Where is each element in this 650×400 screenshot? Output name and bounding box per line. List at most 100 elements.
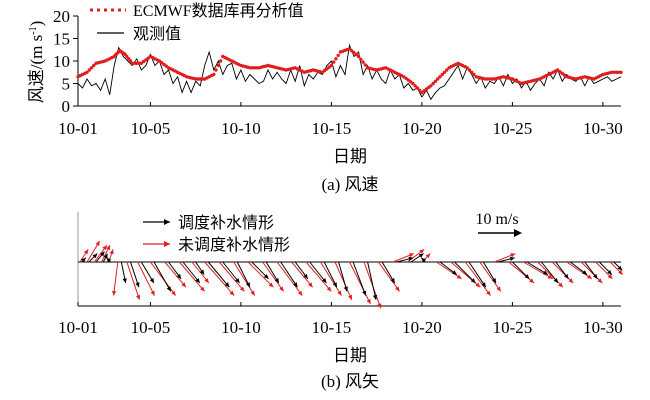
vector-no-dispatch-shaft [479,261,502,292]
vector-dispatch-head [418,253,424,258]
vector-dispatch-head [176,273,182,279]
vector-no-dispatch-head [171,290,176,296]
series-ecmwf-point [352,51,356,55]
panel-b-x-tick-label: 10-30 [583,318,623,337]
vector-dispatch-head [106,257,112,263]
series-ecmwf-point [89,66,94,70]
vector-dispatch-shaft [468,261,487,288]
vector-dispatch-head [274,278,279,283]
series-ecmwf-point [332,60,336,64]
panel-a-y-tick-label: 0 [62,97,71,116]
vector-dispatch-head [451,270,457,275]
vector-no-dispatch-head [239,286,245,292]
panel-b-vectors [79,240,624,309]
series-ecmwf-point [465,66,469,70]
panel-b-legend: 调度补水情形 未调度补水情形 [143,214,290,254]
vector-no-dispatch-head [250,290,255,296]
panel-a-x-tick-label: 10-10 [221,119,261,138]
series-ecmwf-point [329,63,334,68]
vector-dispatch-head [470,278,476,283]
vector-no-dispatch-head [409,253,414,258]
vector-no-dispatch-shaft [262,261,285,292]
panel-a-y-tick-label: 10 [53,52,70,71]
vector-dispatch-head [607,269,612,275]
panel-b-x-tick-label: 10-25 [493,318,533,337]
vector-no-dispatch-head [510,253,516,258]
vector-no-dispatch-shaft [291,261,313,288]
vector-dispatch-shaft [323,261,338,288]
series-observed-line [77,43,622,101]
vector-no-dispatch-shaft [378,261,400,292]
panel-a-y-tick-label: 5 [62,75,71,94]
series-ecmwf-point [361,60,365,64]
vector-no-dispatch-head [456,274,462,279]
vector-dispatch-head [542,270,548,275]
vector-no-dispatch-head [419,249,425,254]
vector-no-dispatch-head [150,290,155,296]
series-ecmwf-point [128,59,133,63]
series-ecmwf-point [436,77,440,81]
vector-no-dispatch-shaft [551,261,574,284]
vector-no-dispatch-shaft [164,261,187,288]
vector-no-dispatch-shaft [464,261,491,296]
reference-vector: 10 m/s [475,211,522,237]
vector-dispatch-shaft [236,261,251,288]
vector-no-dispatch-head [337,290,342,296]
vector-dispatch-head [224,282,230,288]
vector-no-dispatch-head [486,290,491,296]
vector-no-dispatch-shaft [523,261,553,280]
series-ecmwf-point [438,75,442,79]
panel-b-x-tick-label: 10-05 [131,318,171,337]
vector-dispatch-head [135,282,140,288]
vector-no-dispatch-shaft [218,261,245,292]
vector-dispatch-head [408,256,414,261]
vector-no-dispatch-head [607,274,613,279]
panel-a-x-tick-label: 10-05 [131,119,171,138]
series-ecmwf-point [440,72,444,77]
vector-no-dispatch-head [377,303,382,309]
vector-dispatch-head [245,282,250,288]
vector-no-dispatch-shaft [126,261,140,300]
vector-no-dispatch-head [568,278,574,283]
vector-dispatch-shaft [338,261,348,292]
series-ecmwf-point [350,49,354,53]
vector-no-dispatch-head [586,274,592,279]
panel-a-x-tick-label: 10-25 [493,119,533,138]
vector-dispatch-head [491,278,496,283]
series-ecmwf-point [218,59,223,63]
vector-dispatch-head [195,278,200,283]
vector-dispatch-head [481,282,486,288]
vector-no-dispatch-shaft [113,261,119,296]
series-ecmwf-point [354,52,358,57]
series-ecmwf-point [125,54,129,59]
vector-no-dispatch-head [547,274,553,279]
vector-dispatch-head [263,274,269,279]
vector-no-dispatch-head [102,245,107,251]
vector-dispatch-shaft [352,261,367,296]
series-ecmwf-point [347,47,352,51]
panel-a-series [76,43,623,101]
vector-no-dispatch-shaft [349,261,371,305]
panel-b-caption: (b) 风矢 [321,372,379,391]
vector-dispatch-shaft [153,261,172,292]
series-ecmwf-point [334,57,338,61]
reference-vector-arrowhead [514,229,522,237]
panel-a-y-tick-label: 20 [53,7,70,26]
vector-dispatch-head [593,273,598,279]
vector-no-dispatch-head [268,282,274,288]
vector-no-dispatch-head [83,249,89,255]
vector-no-dispatch-head [425,253,431,259]
vector-dispatch-head [303,273,308,279]
vector-no-dispatch-head [109,249,114,255]
legend-no-dispatch-label: 未调度补水情形 [178,236,290,254]
panel-b-x-tick-label: 10-01 [58,318,98,337]
series-ecmwf-point [417,88,422,93]
panel-b: 10-01 10-05 10-10 10-15 10-20 10-25 10-30 调度补水… [58,211,624,391]
vector-no-dispatch-shaft [204,261,235,296]
vector-dispatch-head [149,278,154,283]
series-ecmwf-point [85,70,89,75]
vector-dispatch-head [199,269,205,275]
vector-no-dispatch-head [181,282,186,288]
